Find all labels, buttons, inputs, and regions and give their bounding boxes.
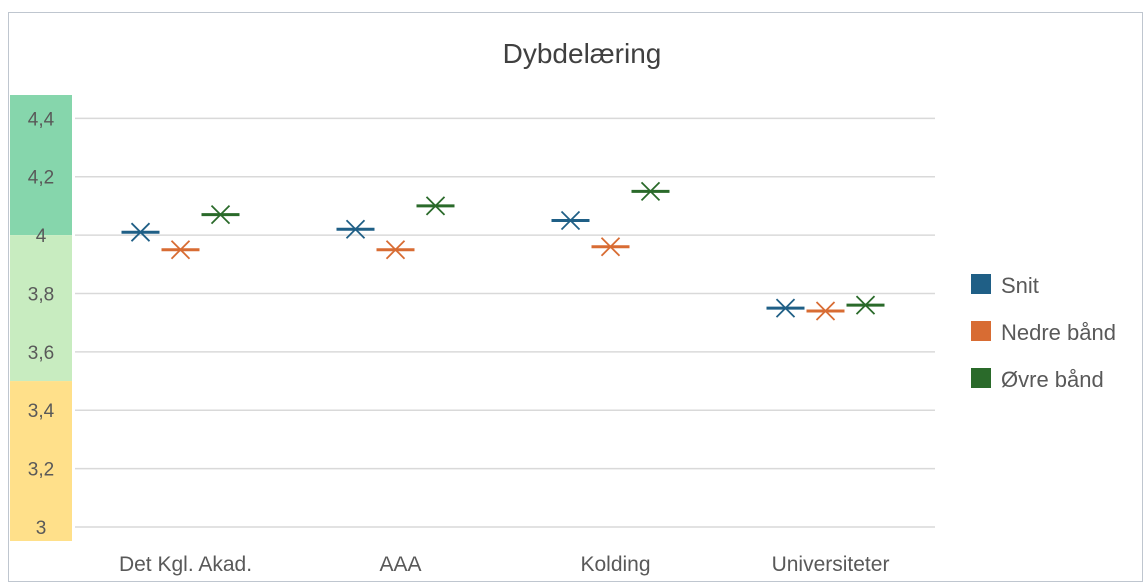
data-point-1 <box>551 210 590 231</box>
y-tick-label: 4,2 <box>28 168 54 189</box>
data-point-1 <box>336 219 375 239</box>
x-axis-ticks: Det Kgl. Akad. AAA Kolding Universiteter <box>119 553 889 576</box>
legend-swatch <box>971 321 991 341</box>
legend-swatch <box>971 274 991 294</box>
data-points <box>121 181 885 321</box>
data-point-3 <box>416 196 455 216</box>
x-tick-label: Kolding <box>580 553 650 576</box>
score-band <box>10 95 72 236</box>
data-point-3 <box>201 205 240 225</box>
legend: Snit Nedre bånd Øvre bånd <box>971 273 1116 392</box>
data-point-1 <box>766 298 805 318</box>
y-tick-label: 4 <box>36 226 47 247</box>
data-point-3 <box>631 181 670 201</box>
score-band <box>10 235 72 382</box>
data-point-1 <box>121 222 160 242</box>
score-band <box>10 381 72 541</box>
x-tick-label: Universiteter <box>772 553 890 576</box>
y-tick-label: 3,6 <box>28 343 54 364</box>
chart-title: Dybdelæring <box>503 38 662 69</box>
x-tick-label: AAA <box>379 553 421 576</box>
y-axis-ticks: 3 3,2 3,4 3,6 3,8 4 4,2 4,4 <box>28 109 55 539</box>
data-point-3 <box>846 295 885 315</box>
legend-label: Nedre bånd <box>1001 320 1116 345</box>
y-tick-label: 3 <box>36 518 47 539</box>
y-tick-label: 3,2 <box>28 460 54 481</box>
data-point-2 <box>806 301 845 321</box>
y-tick-label: 3,4 <box>28 401 55 422</box>
gridlines <box>75 117 935 528</box>
legend-swatch <box>971 368 991 388</box>
data-point-2 <box>591 237 630 257</box>
legend-label: Snit <box>1001 273 1039 298</box>
x-tick-label: Det Kgl. Akad. <box>119 553 252 576</box>
data-point-2 <box>161 240 200 260</box>
legend-label: Øvre bånd <box>1001 367 1104 392</box>
data-point-2 <box>376 240 415 260</box>
y-tick-label: 3,8 <box>28 284 54 305</box>
y-tick-label: 4,4 <box>28 109 55 130</box>
chart-frame <box>8 12 1143 582</box>
score-bands <box>10 95 72 541</box>
